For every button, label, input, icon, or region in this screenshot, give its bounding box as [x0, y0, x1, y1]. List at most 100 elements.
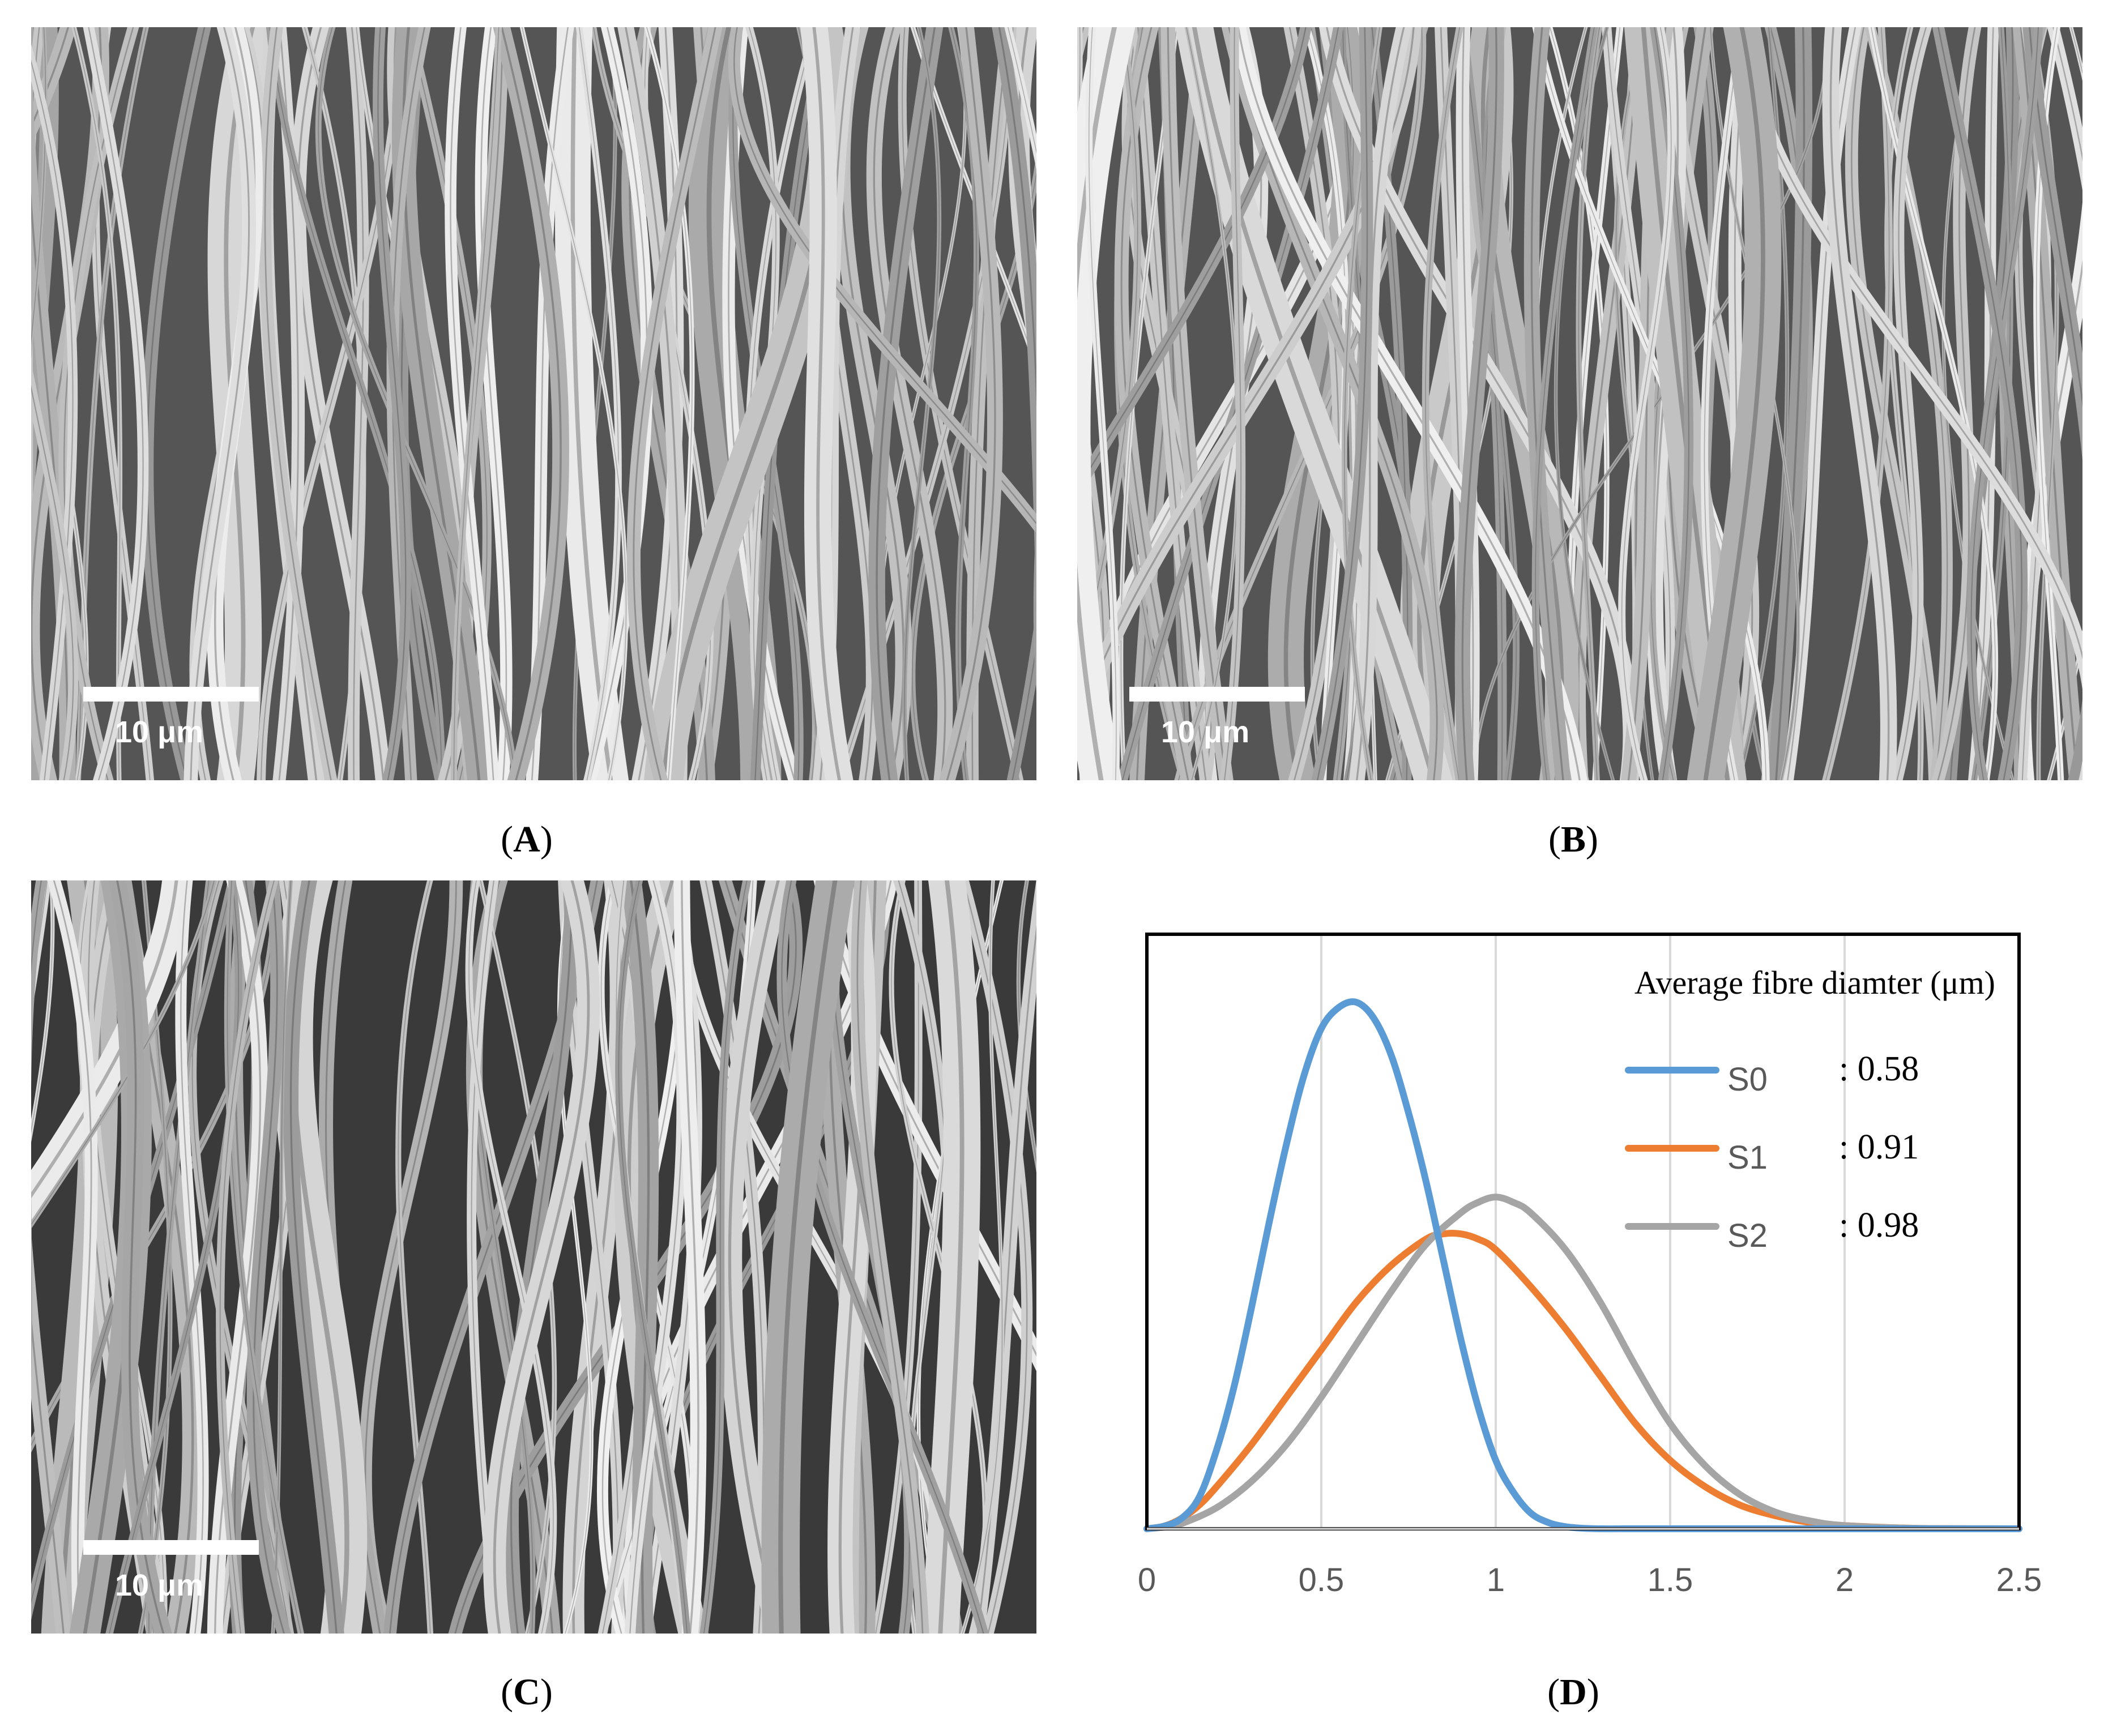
fibre-edge	[269, 27, 442, 780]
fibre-strand	[1283, 27, 1345, 780]
fibre-strand	[1570, 27, 1646, 780]
fibre-edge	[618, 880, 688, 1634]
fibre-strand	[1822, 27, 1893, 780]
fibre-edge	[31, 880, 53, 1134]
fibre-edge	[500, 27, 562, 780]
legend-value-s2: : 0.98	[1839, 1206, 1919, 1245]
legend-value-s1: : 0.91	[1839, 1128, 1919, 1166]
fibre-strand	[105, 880, 242, 1634]
fibre-strand	[800, 27, 853, 780]
fibre-strand	[258, 27, 338, 780]
fibre-strand	[644, 27, 695, 780]
fibre-edge	[875, 880, 919, 1634]
legend-value-s0: : 0.58	[1839, 1050, 1919, 1088]
fibre-edge	[219, 880, 275, 1634]
fibre-strand	[31, 880, 191, 1221]
fibre-edge	[856, 880, 924, 1634]
fibre-edge	[570, 27, 613, 780]
fibre-edge	[733, 27, 1036, 525]
fibre-strand	[1311, 27, 1373, 780]
fibre-edge	[1425, 27, 1461, 780]
fibre-edge	[1018, 880, 1036, 1164]
fibre-strand	[992, 27, 1036, 617]
fibre-strand	[31, 45, 76, 780]
fibre-strand	[776, 880, 989, 1634]
fibre-edge	[998, 27, 1036, 408]
fibre-strand	[2022, 27, 2082, 780]
fibre-strand	[503, 880, 580, 1634]
fibre-edge	[264, 27, 332, 780]
fibre-edge	[289, 880, 338, 1634]
fibre-edge	[1288, 27, 1339, 780]
x-tick-label: 2	[1836, 1562, 1854, 1598]
fibre-edge	[1896, 27, 1927, 780]
fibre-edge	[1738, 27, 1788, 780]
x-tick-label: 0.5	[1299, 1562, 1345, 1598]
fibre-strand	[1457, 27, 1507, 780]
fibre-strand	[626, 27, 723, 780]
caption-c: (C)	[501, 1671, 553, 1713]
fibre-strand	[1085, 27, 1120, 780]
fibre-edge	[703, 880, 748, 1634]
legend: S0: 0.58 S1: 0.91 S2: 0.98	[1625, 1050, 1919, 1254]
fibre-strand	[717, 880, 793, 1634]
scale-bar-b	[1129, 687, 1305, 702]
fibre-edge	[1829, 27, 1890, 780]
scale-bar-c	[83, 1540, 259, 1555]
fibre-edge	[778, 880, 838, 1634]
fibre-edge	[493, 880, 590, 1634]
fibre-edge	[1775, 27, 1806, 780]
fibre-edge	[1555, 27, 1614, 780]
fibre-strand	[1845, 27, 1941, 780]
fibre-strand	[31, 362, 79, 780]
fibre-strand	[1456, 27, 1480, 780]
fibre-strand	[938, 27, 1003, 780]
caption-c-letter: C	[513, 1671, 540, 1713]
fibre-strand	[916, 880, 1004, 1634]
fibre-edge	[574, 27, 616, 780]
fibre-strand	[1175, 27, 1453, 780]
scale-bar-label-c: 10 μm	[115, 1568, 204, 1602]
fibre-strand	[970, 880, 1036, 1634]
fibre-strand	[373, 27, 411, 780]
fibre-strand	[868, 27, 944, 780]
fibre-edge	[1316, 27, 1368, 780]
fibre-edge	[450, 27, 494, 780]
fibre-edge	[646, 27, 693, 780]
fibre-strand	[1454, 27, 1504, 780]
fibre-edge	[1192, 27, 1436, 780]
fibre-strand	[1482, 27, 1520, 780]
fibre-strand	[851, 880, 929, 1634]
fibre-diameter-chart: 0 0.5 1 1.5 2 2.5 Average fibre diamter (μm) …	[1138, 933, 2042, 1598]
fibre-edge	[73, 27, 121, 780]
fibre-strand	[216, 880, 279, 1634]
fibre-edge	[398, 880, 431, 1634]
fibre-texture-a	[31, 27, 1036, 780]
fibre-edge	[1137, 27, 1207, 780]
fibre-strand	[1966, 27, 2043, 780]
fibre-edge	[912, 27, 1036, 367]
fibre-edge	[558, 880, 592, 1634]
fibre-edge	[180, 880, 204, 1634]
fibre-edge	[1461, 27, 1503, 780]
fibre-strand	[1016, 880, 1036, 1173]
fibre-strand	[493, 27, 569, 780]
fibre-strand	[246, 880, 292, 1634]
fibre-strand	[910, 27, 1036, 374]
fibre-edge	[351, 27, 364, 780]
fibre-edge	[88, 27, 144, 780]
fibre-strand	[175, 880, 209, 1634]
caption-a-letter: A	[513, 819, 540, 860]
fibre-edge	[1535, 27, 1595, 780]
fibre-strand	[47, 880, 98, 1634]
fibre-edge	[31, 880, 178, 1199]
fibre-texture-c	[31, 880, 1036, 1634]
fibre-strand	[519, 27, 629, 780]
fibre-edge	[629, 880, 683, 1634]
fibre-edge	[297, 27, 385, 780]
fibre-strand	[2047, 27, 2082, 780]
fibre-strand	[283, 880, 344, 1634]
caption-d-letter: D	[1560, 1671, 1587, 1713]
fibre-edge	[1012, 643, 1036, 780]
fibre-edge	[146, 27, 206, 780]
